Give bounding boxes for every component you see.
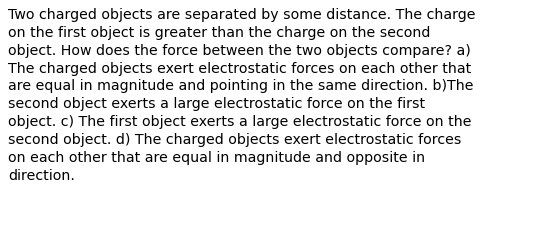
Text: Two charged objects are separated by some distance. The charge
on the first obje: Two charged objects are separated by som… [8, 8, 475, 182]
